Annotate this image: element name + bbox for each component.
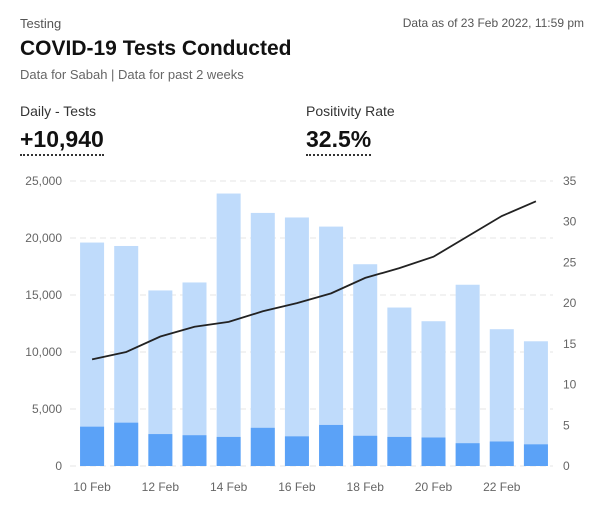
x-tick-label: 20 Feb bbox=[415, 480, 453, 494]
y-tick-label: 0 bbox=[55, 459, 62, 473]
y2-tick-label: 25 bbox=[563, 255, 577, 269]
data-timestamp: Data as of 23 Feb 2022, 11:59 pm bbox=[402, 16, 584, 30]
kpi-positivity-value[interactable]: 32.5% bbox=[306, 126, 372, 156]
y2-tick-label: 0 bbox=[563, 459, 570, 473]
y-tick-label: 5,000 bbox=[32, 402, 62, 416]
x-tick-label: 18 Feb bbox=[347, 480, 385, 494]
y-tick-label: 20,000 bbox=[25, 231, 62, 245]
bar-positive bbox=[216, 436, 241, 466]
bar-positive bbox=[250, 427, 275, 466]
bar-tests bbox=[216, 193, 241, 467]
y-tick-label: 15,000 bbox=[25, 288, 62, 302]
bar-tests bbox=[353, 264, 378, 466]
kpi-daily-tests-value[interactable]: +10,940 bbox=[20, 126, 104, 156]
bar-positive bbox=[353, 435, 378, 466]
bar-positive bbox=[80, 426, 105, 466]
bar-positive bbox=[421, 437, 446, 466]
y2-tick-label: 15 bbox=[563, 337, 577, 351]
x-tick-label: 16 Feb bbox=[278, 480, 316, 494]
y-tick-label: 10,000 bbox=[25, 345, 62, 359]
bar-positive bbox=[387, 436, 412, 466]
bar-positive bbox=[114, 422, 139, 466]
y-tick-label: 25,000 bbox=[25, 174, 62, 188]
bar-positive bbox=[148, 434, 173, 466]
kpi-positivity-label: Positivity Rate bbox=[306, 103, 395, 119]
bar-tests bbox=[284, 217, 309, 466]
positivity-rate-line bbox=[91, 200, 537, 361]
x-tick-label: 14 Feb bbox=[210, 480, 248, 494]
bar-positive bbox=[489, 441, 514, 466]
y2-tick-label: 5 bbox=[563, 418, 570, 432]
section-label: Testing bbox=[20, 16, 62, 31]
y2-tick-label: 30 bbox=[563, 215, 577, 229]
y2-tick-label: 20 bbox=[563, 296, 577, 310]
subtitle: Data for Sabah | Data for past 2 weeks bbox=[20, 67, 244, 82]
page-title: COVID-19 Tests Conducted bbox=[20, 37, 292, 60]
bar-positive bbox=[455, 443, 480, 466]
y2-tick-label: 10 bbox=[563, 378, 577, 392]
x-tick-label: 10 Feb bbox=[73, 480, 111, 494]
x-tick-label: 12 Feb bbox=[142, 480, 180, 494]
bar-positive bbox=[182, 435, 207, 466]
bar-positive bbox=[284, 436, 309, 466]
bar-tests bbox=[455, 284, 480, 466]
bar-positive bbox=[319, 424, 344, 466]
kpi-daily-tests-label: Daily - Tests bbox=[20, 103, 96, 119]
y2-tick-label: 35 bbox=[563, 174, 577, 188]
x-tick-label: 22 Feb bbox=[483, 480, 521, 494]
bar-positive bbox=[523, 444, 548, 466]
bar-tests bbox=[250, 212, 275, 466]
